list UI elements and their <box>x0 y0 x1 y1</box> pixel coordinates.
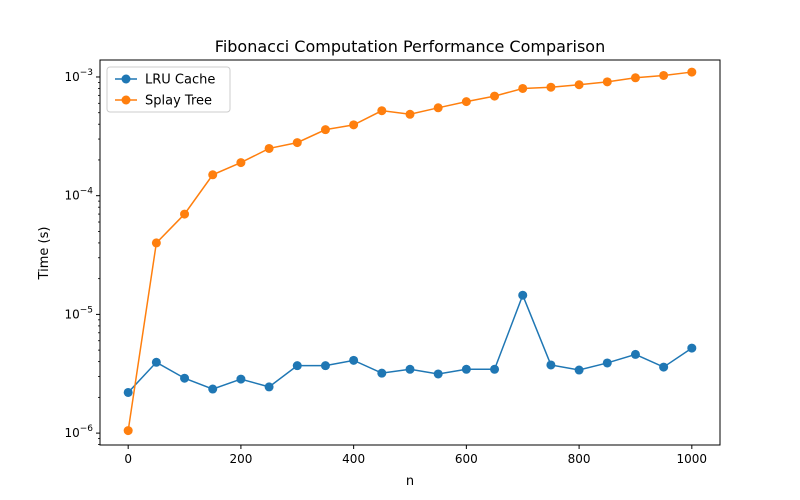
data-point <box>687 67 697 77</box>
data-point <box>659 362 669 372</box>
data-point <box>687 343 697 353</box>
data-point <box>151 238 161 248</box>
data-point <box>208 170 218 180</box>
data-point <box>349 355 359 365</box>
x-tick-label: 1000 <box>677 452 708 466</box>
chart-title: Fibonacci Computation Performance Compar… <box>215 37 605 56</box>
legend-marker <box>121 74 131 84</box>
x-tick-label: 400 <box>342 452 365 466</box>
data-point <box>433 103 443 113</box>
data-point <box>320 125 330 135</box>
plot-area: 0 200 400 600 800 1000 10−6 10−5 10−4 10−3 <box>64 59 721 466</box>
data-point <box>320 361 330 371</box>
data-point <box>208 384 218 394</box>
x-tick-label: 800 <box>568 452 591 466</box>
data-point <box>180 209 190 219</box>
legend-marker <box>121 95 131 105</box>
data-point <box>574 365 584 375</box>
legend-box <box>106 66 231 113</box>
data-point <box>602 77 612 87</box>
x-axis-label: n <box>406 474 414 489</box>
legend: LRU Cache Splay Tree <box>106 66 231 113</box>
x-tick-label: 600 <box>455 452 478 466</box>
x-tick-label: 0 <box>124 452 132 466</box>
data-point <box>405 364 415 374</box>
data-point <box>574 80 584 90</box>
data-point <box>292 138 302 148</box>
data-point <box>546 360 556 370</box>
data-point <box>123 426 133 436</box>
data-point <box>490 364 500 374</box>
data-point <box>630 349 640 359</box>
data-point <box>461 97 471 107</box>
data-point <box>180 373 190 383</box>
data-point <box>236 374 246 384</box>
data-point <box>264 143 274 153</box>
y-tick-label: 10−5 <box>64 305 93 321</box>
x-tick-label: 200 <box>229 452 252 466</box>
data-point <box>264 382 274 392</box>
data-point <box>602 358 612 368</box>
data-point <box>405 109 415 119</box>
data-point <box>461 364 471 374</box>
data-point <box>377 106 387 116</box>
data-point <box>151 357 161 367</box>
data-point <box>123 387 133 397</box>
data-point <box>659 70 669 80</box>
y-tick-label: 10−4 <box>64 187 93 203</box>
data-point <box>546 82 556 92</box>
axes-frame <box>99 59 721 446</box>
y-tick-label: 10−6 <box>64 424 93 440</box>
data-point <box>518 83 528 93</box>
data-point <box>518 290 528 300</box>
legend-label: LRU Cache <box>145 73 215 88</box>
y-axis-label: Time (s) <box>37 227 52 281</box>
data-point <box>377 368 387 378</box>
y-tick-label: 10−3 <box>64 68 93 84</box>
legend-label: Splay Tree <box>145 94 212 109</box>
data-point <box>349 120 359 130</box>
data-point <box>292 361 302 371</box>
data-point <box>490 91 500 101</box>
data-point <box>236 158 246 168</box>
data-point <box>630 73 640 83</box>
data-point <box>433 369 443 379</box>
